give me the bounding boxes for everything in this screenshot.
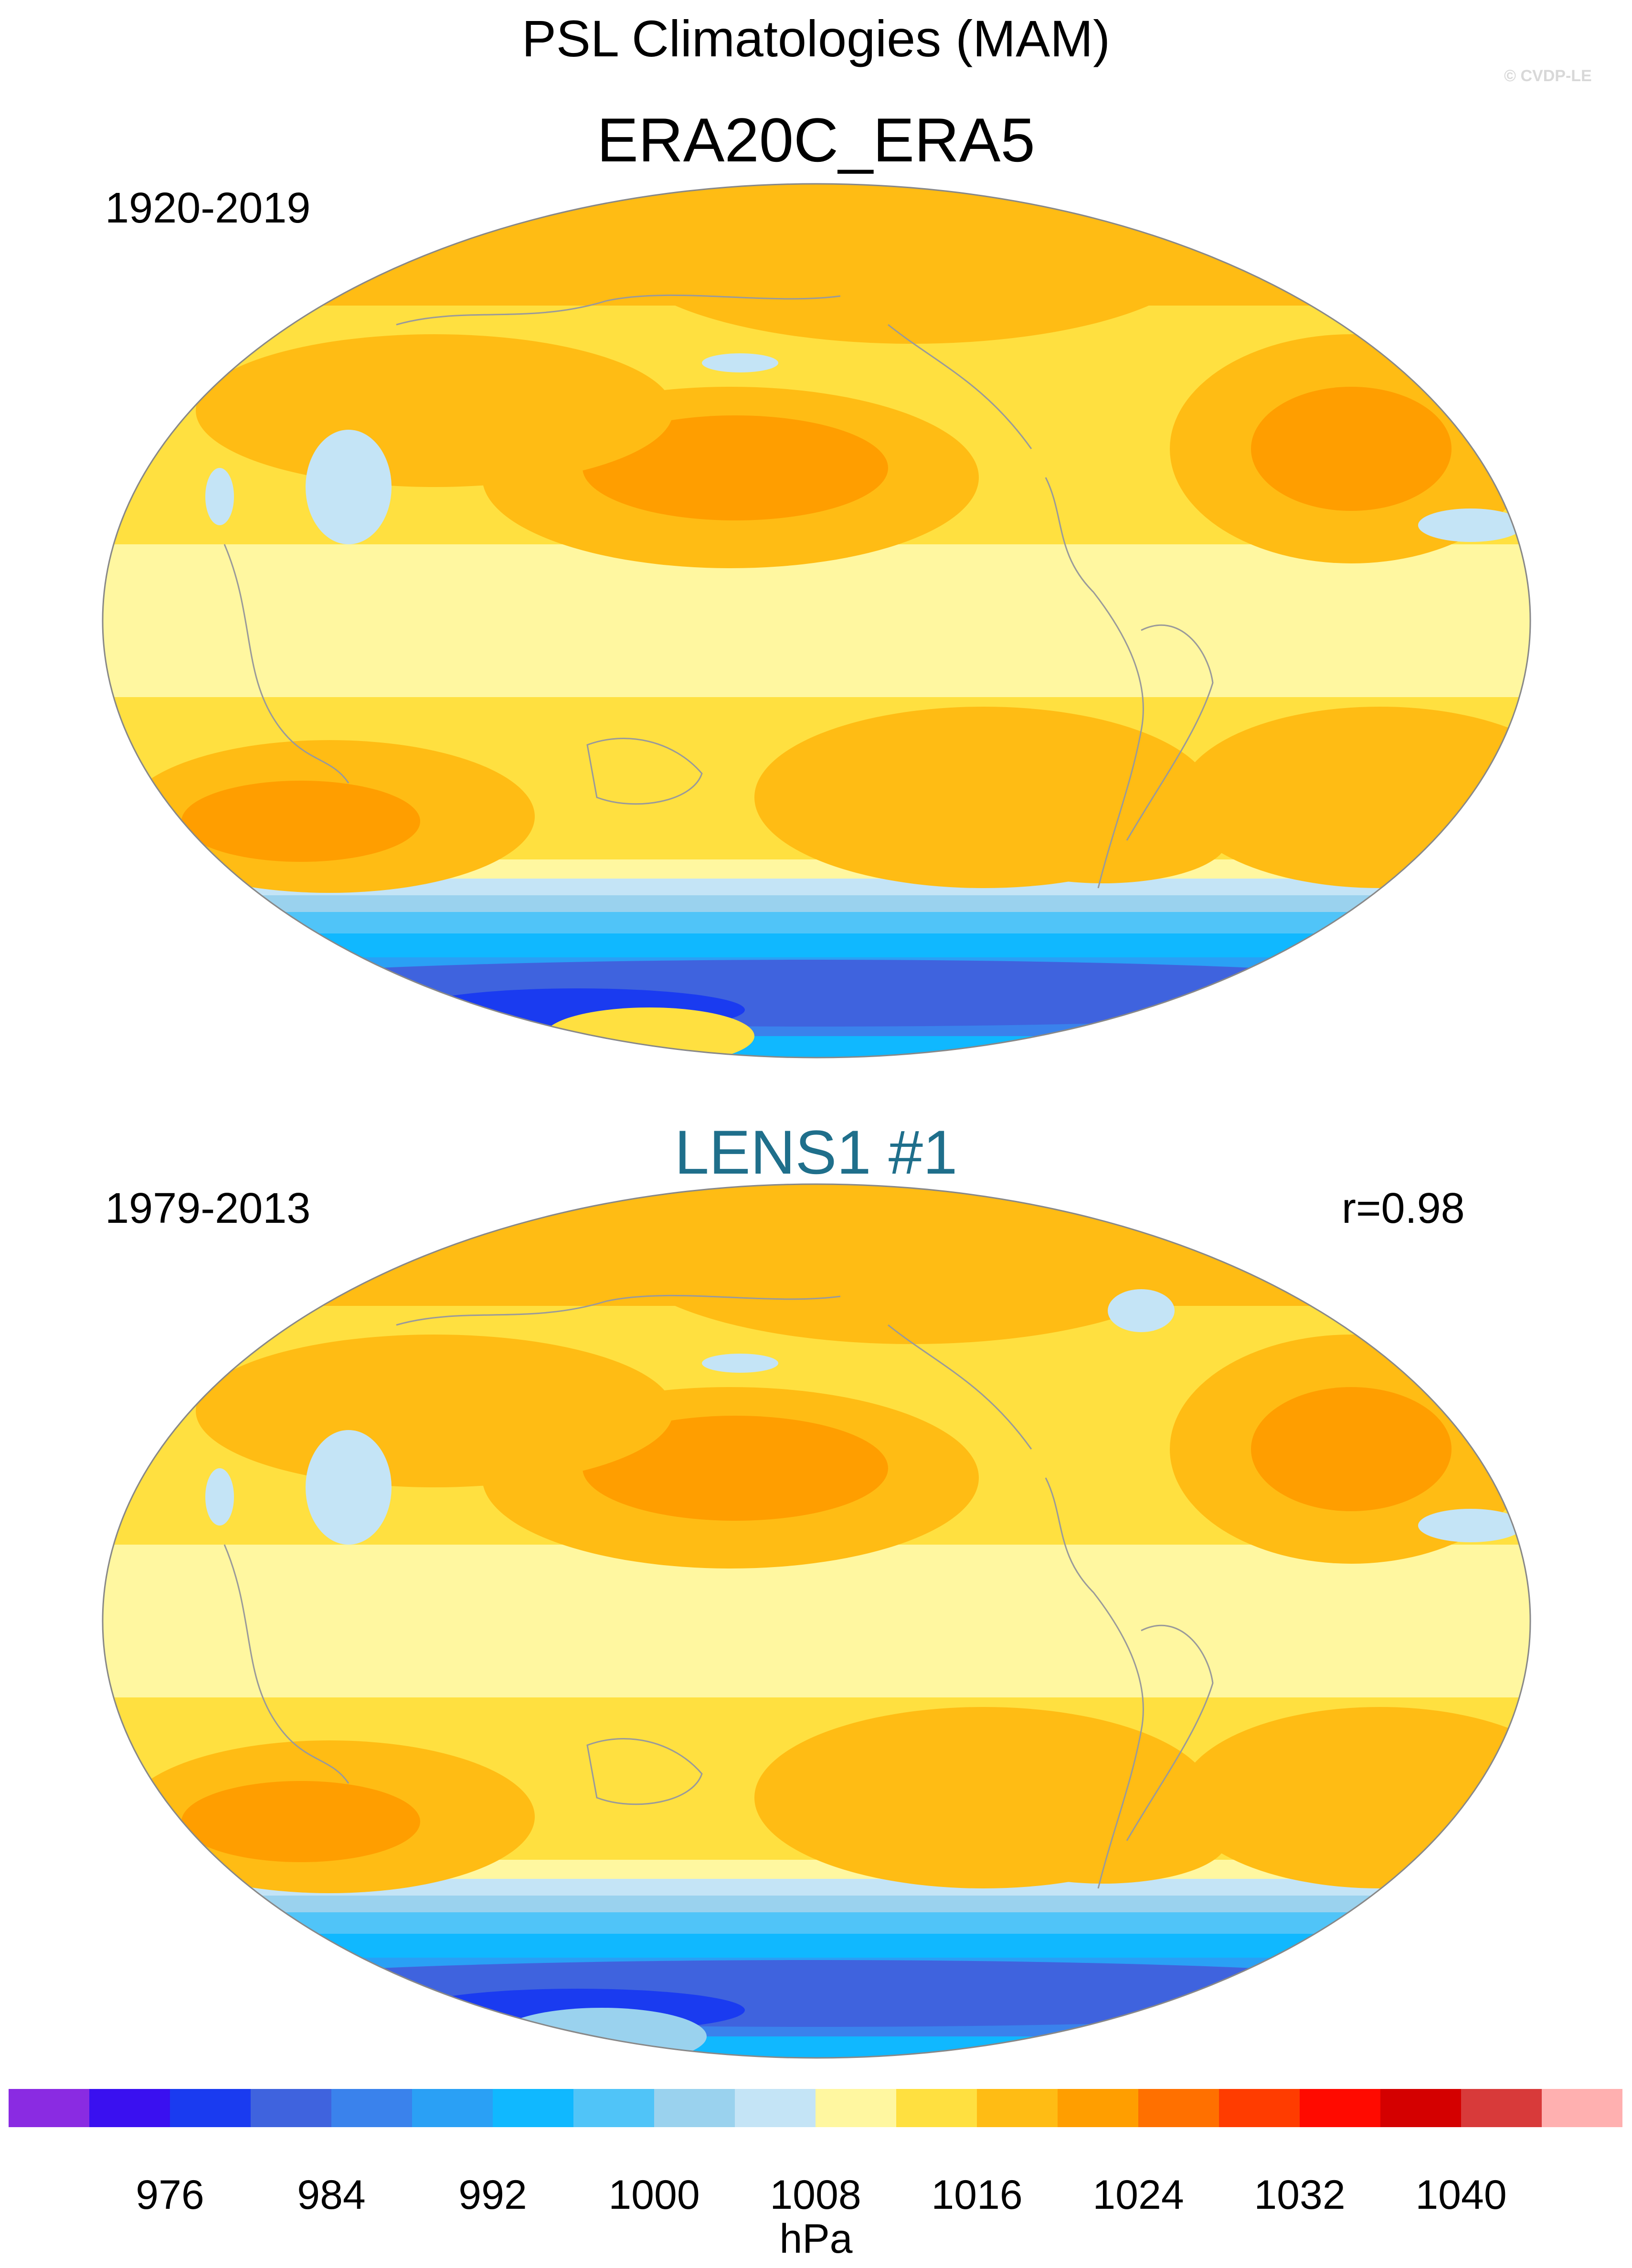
colorbar-tick-label: 976 <box>136 2172 204 2218</box>
africa-low <box>205 468 234 525</box>
colorbar-swatch <box>331 2089 413 2127</box>
colorbar-tick-label: 1000 <box>608 2172 700 2218</box>
africa-low <box>205 1468 234 1526</box>
colorbar-swatch <box>89 2089 170 2127</box>
pressure-cell <box>979 1798 1227 1884</box>
pressure-band <box>103 1896 1530 1912</box>
pressure-band <box>103 1912 1530 1934</box>
pressure-band <box>103 895 1530 912</box>
coastline <box>223 1544 350 1784</box>
colorbar-swatch <box>170 2089 251 2127</box>
psl-map-panel-2 <box>102 1183 1531 2059</box>
pressure-cell <box>196 1335 673 1487</box>
colorbar-swatch <box>1542 2089 1622 2127</box>
colorbar-tick-label: 1016 <box>931 2172 1023 2218</box>
pressure-cell <box>181 781 420 862</box>
colorbar-swatch <box>1300 2089 1381 2127</box>
low-pressure-region <box>148 1960 1485 2027</box>
low-pressure-region <box>148 960 1485 1027</box>
colorbar-tick-label: 984 <box>297 2172 366 2218</box>
aleutian-low <box>702 353 778 372</box>
coastline <box>396 1294 841 1326</box>
colorbar-swatch <box>1058 2089 1139 2127</box>
colorbar-tick-label: 1024 <box>1092 2172 1184 2218</box>
colorbar-swatch <box>896 2089 977 2127</box>
pressure-cell <box>979 797 1227 883</box>
colorbar-units: hPa <box>779 2216 853 2262</box>
pressure-band <box>103 1934 1530 1958</box>
panel-title-1: ERA20C_ERA5 <box>597 105 1035 175</box>
coastline <box>223 544 350 784</box>
pressure-cell <box>583 1416 888 1521</box>
pressure-band <box>103 1036 1530 1058</box>
panel-period-1: 1920-2019 <box>105 184 311 232</box>
pressure-band <box>103 544 1530 697</box>
colorbar-swatch <box>1461 2089 1542 2127</box>
coastline <box>1045 1477 1144 1889</box>
sahara-low <box>1418 1509 1523 1542</box>
pressure-cell <box>1251 387 1452 511</box>
psl-map-panel-1 <box>102 183 1531 1059</box>
colorbar-swatch <box>977 2089 1058 2127</box>
pressure-band <box>103 912 1530 933</box>
panel-period-2: 1979-2013 <box>105 1185 311 1232</box>
indian-low <box>306 430 392 544</box>
coastline <box>1045 477 1144 889</box>
colorbar-swatch <box>654 2089 735 2127</box>
panel-title-2: LENS1 #1 <box>674 1117 958 1187</box>
colorbar-swatch <box>1138 2089 1219 2127</box>
coastline <box>586 738 703 805</box>
aleutian-low <box>702 1354 778 1373</box>
colorbar-swatch <box>573 2089 655 2127</box>
copyright-notice: © CVDP-LE <box>1504 67 1592 85</box>
pressure-band <box>103 2036 1530 2058</box>
low-pressure-region <box>1198 1993 1485 2032</box>
colorbar-swatch <box>493 2089 574 2127</box>
colorbar-swatch <box>1380 2089 1462 2127</box>
pressure-cell <box>1251 1387 1452 1511</box>
colorbar-swatch <box>735 2089 816 2127</box>
coastline <box>1126 624 1214 841</box>
colorbar-tick-label: 1032 <box>1254 2172 1346 2218</box>
colorbar <box>9 2089 1622 2127</box>
greenland-low <box>1108 1289 1175 1332</box>
colorbar-tick-label: 1008 <box>770 2172 861 2218</box>
pressure-cell <box>181 1781 420 1862</box>
colorbar-swatch <box>1219 2089 1300 2127</box>
map-border <box>102 183 1531 1059</box>
coastline <box>1126 1624 1214 1841</box>
coastline <box>888 324 1032 449</box>
colorbar-swatch <box>9 2089 90 2127</box>
coastline <box>396 294 841 326</box>
pressure-cell <box>196 334 673 487</box>
map-border <box>102 1183 1531 2059</box>
pressure-band <box>103 1545 1530 1697</box>
colorbar-swatch <box>816 2089 897 2127</box>
colorbar-tick-label: 1040 <box>1415 2172 1507 2218</box>
page-title: PSL Climatologies (MAM) <box>521 10 1111 67</box>
pressure-cell <box>583 415 888 520</box>
sahara-low <box>1418 509 1523 542</box>
colorbar-swatch <box>251 2089 332 2127</box>
panel-correlation-2: r=0.98 <box>1342 1185 1465 1232</box>
low-pressure-region <box>1198 993 1485 1031</box>
indian-low <box>306 1430 392 1545</box>
pressure-band <box>103 933 1530 957</box>
colorbar-tick-label: 992 <box>458 2172 527 2218</box>
coastline <box>586 1738 703 1805</box>
coastline <box>888 1324 1032 1450</box>
colorbar-swatch <box>412 2089 493 2127</box>
